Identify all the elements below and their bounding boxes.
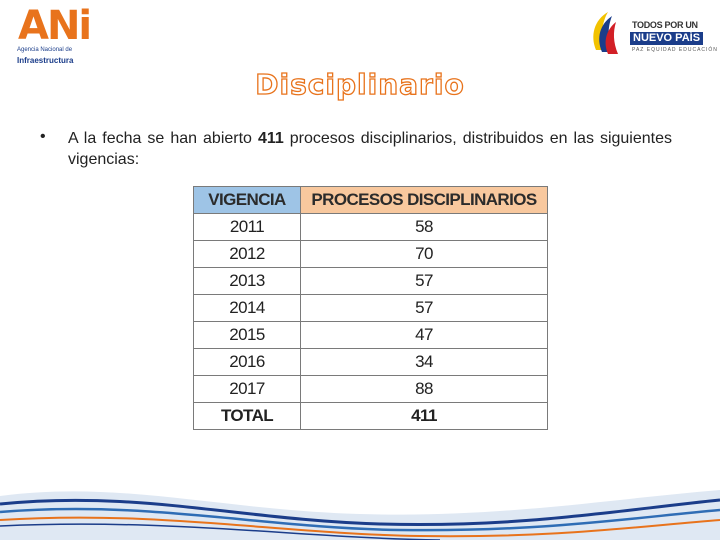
cell-count: 57	[300, 267, 548, 295]
cell-year: 2017	[193, 375, 301, 403]
cell-total-value: 411	[300, 402, 548, 430]
cell-year: 2012	[193, 240, 301, 268]
colombia-emblem-icon	[593, 12, 618, 54]
table-row: 2013 57	[193, 267, 548, 295]
ani-logo-subtitle: Agencia Nacional de	[17, 47, 73, 53]
cell-count: 88	[300, 375, 548, 403]
table-row: 2012 70	[193, 240, 548, 268]
cell-year: 2015	[193, 321, 301, 349]
cell-total-label: TOTAL	[193, 402, 301, 430]
cell-count: 47	[300, 321, 548, 349]
table-row: 2017 88	[193, 375, 548, 403]
bullet-text: A la fecha se han abierto 411 procesos d…	[68, 128, 672, 170]
ani-logo-subtitle-2: Infraestructura	[17, 56, 74, 65]
bullet-text-after: procesos disciplinarios, distribuidos en…	[68, 130, 672, 168]
bullet-marker: •	[40, 128, 46, 145]
cell-year: 2014	[193, 294, 301, 322]
footer-wave-decoration	[0, 490, 720, 540]
header-procesos: PROCESOS DISCIPLINARIOS	[300, 186, 548, 214]
logo-line-3: PAZ EQUIDAD EDUCACIÓN	[632, 47, 718, 53]
table-row: 2016 34	[193, 348, 548, 376]
cell-count: 58	[300, 213, 548, 241]
ani-logo-wordmark: ANi	[18, 3, 92, 49]
cell-count: 70	[300, 240, 548, 268]
cell-year: 2016	[193, 348, 301, 376]
bullet-count: 411	[257, 130, 284, 147]
cell-count: 34	[300, 348, 548, 376]
bullet-text-before: A la fecha se han abierto	[68, 130, 258, 147]
logo-line-2: NUEVO PAÍS	[630, 32, 704, 45]
cell-year: 2013	[193, 267, 301, 295]
table-row: 2015 47	[193, 321, 548, 349]
table-header-row: VIGENCIA PROCESOS DISCIPLINARIOS	[193, 186, 548, 214]
table-total-row: TOTAL 411	[193, 402, 548, 430]
header-vigencia: VIGENCIA	[193, 186, 301, 214]
logo-line-1: TODOS POR UN	[632, 20, 698, 30]
disciplinary-table: VIGENCIA PROCESOS DISCIPLINARIOS 2011 58…	[193, 186, 548, 430]
table-row: 2011 58	[193, 213, 548, 241]
cell-year: 2011	[193, 213, 301, 241]
page-title: Disciplinario	[255, 67, 465, 101]
cell-count: 57	[300, 294, 548, 322]
table-row: 2014 57	[193, 294, 548, 322]
